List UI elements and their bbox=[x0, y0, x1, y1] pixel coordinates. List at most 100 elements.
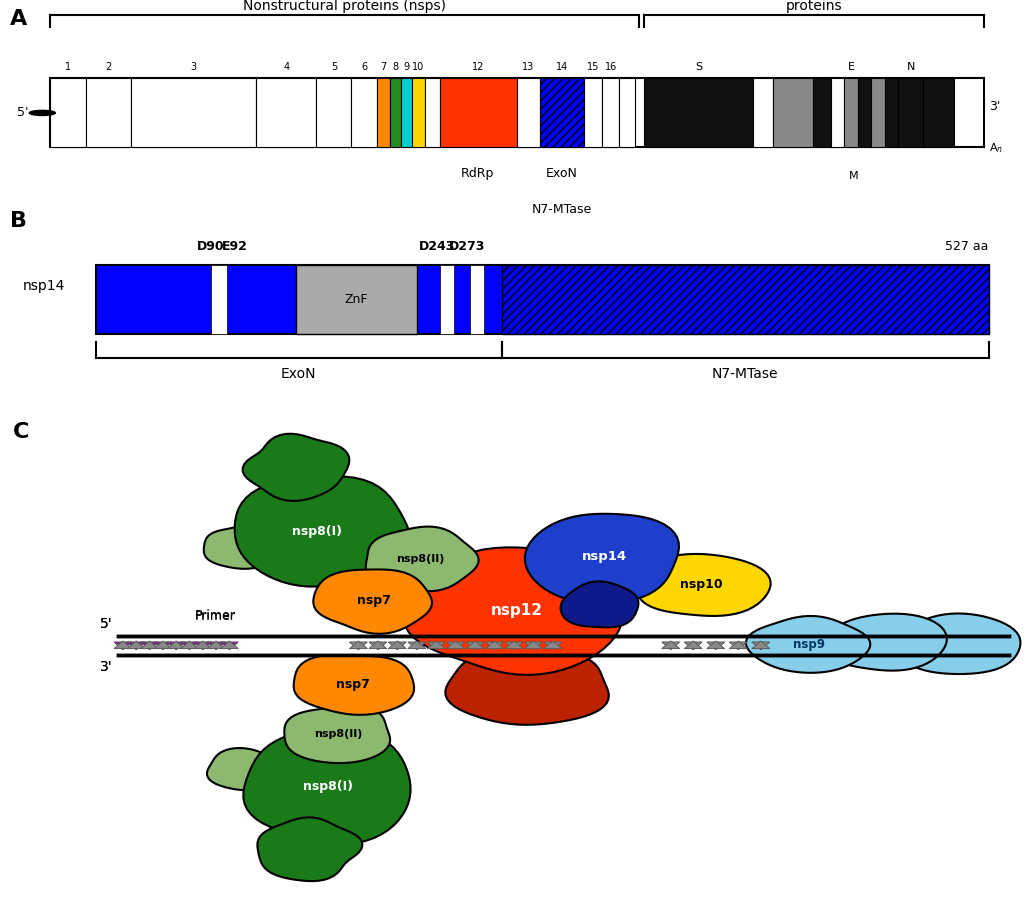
Bar bbox=[502, 265, 989, 334]
Text: D243: D243 bbox=[419, 240, 455, 253]
Text: A$_n$: A$_n$ bbox=[989, 142, 1002, 155]
Polygon shape bbox=[445, 650, 609, 725]
Text: 7: 7 bbox=[380, 62, 386, 73]
Bar bbox=[439, 265, 454, 334]
Bar bbox=[858, 78, 871, 147]
Text: 14: 14 bbox=[556, 62, 568, 73]
Bar bbox=[377, 78, 389, 147]
Polygon shape bbox=[746, 616, 870, 673]
Text: 12: 12 bbox=[472, 62, 484, 73]
Text: nsp7: nsp7 bbox=[336, 678, 371, 691]
Text: Primer: Primer bbox=[195, 610, 236, 623]
Polygon shape bbox=[525, 514, 679, 604]
Text: 9: 9 bbox=[403, 62, 410, 73]
Text: nsp9: nsp9 bbox=[793, 638, 825, 651]
Text: S: S bbox=[695, 62, 702, 73]
Text: nsp8(II): nsp8(II) bbox=[395, 554, 444, 564]
Text: ZnF: ZnF bbox=[345, 293, 369, 306]
Text: 5': 5' bbox=[16, 107, 29, 119]
Bar bbox=[773, 78, 813, 147]
Bar bbox=[50, 78, 984, 147]
Text: RdRp: RdRp bbox=[461, 167, 495, 180]
Polygon shape bbox=[313, 570, 432, 634]
Text: D273: D273 bbox=[449, 240, 485, 253]
Bar bbox=[602, 78, 620, 147]
Bar bbox=[400, 78, 412, 147]
Bar bbox=[585, 78, 602, 147]
Text: nsp14: nsp14 bbox=[23, 279, 65, 293]
Polygon shape bbox=[234, 476, 410, 586]
Text: 15: 15 bbox=[587, 62, 599, 73]
Text: N: N bbox=[906, 62, 915, 73]
Bar bbox=[425, 78, 439, 147]
Bar bbox=[886, 78, 898, 147]
Bar bbox=[470, 265, 484, 334]
Polygon shape bbox=[243, 434, 349, 501]
Text: 6: 6 bbox=[360, 62, 367, 73]
Polygon shape bbox=[824, 614, 947, 671]
Text: 5': 5' bbox=[100, 617, 113, 630]
Text: 13: 13 bbox=[522, 62, 535, 73]
Bar bbox=[924, 78, 953, 147]
Text: M: M bbox=[849, 171, 858, 181]
Polygon shape bbox=[204, 525, 282, 569]
Bar bbox=[389, 78, 400, 147]
Text: nsp8(II): nsp8(II) bbox=[313, 730, 362, 740]
Text: 3: 3 bbox=[190, 62, 197, 73]
Bar bbox=[844, 78, 858, 147]
Bar bbox=[412, 78, 425, 147]
Bar bbox=[85, 78, 131, 147]
Text: N7-MTase: N7-MTase bbox=[532, 203, 592, 216]
Polygon shape bbox=[403, 548, 624, 675]
Text: 16: 16 bbox=[605, 62, 617, 73]
Bar bbox=[296, 265, 417, 334]
Text: N7-MTase: N7-MTase bbox=[712, 368, 778, 381]
Text: Primer: Primer bbox=[195, 608, 236, 621]
Bar bbox=[620, 78, 636, 147]
Text: ExoN: ExoN bbox=[281, 368, 316, 381]
Text: D90: D90 bbox=[198, 240, 224, 253]
Polygon shape bbox=[637, 554, 771, 616]
Text: nsp10: nsp10 bbox=[680, 578, 723, 592]
Text: nsp8(I): nsp8(I) bbox=[303, 780, 352, 793]
Text: 10: 10 bbox=[412, 62, 424, 73]
Bar bbox=[871, 78, 886, 147]
Text: 8: 8 bbox=[392, 62, 398, 73]
Text: 527 aa: 527 aa bbox=[945, 240, 989, 253]
Bar bbox=[211, 265, 227, 334]
Bar bbox=[753, 78, 773, 147]
Bar bbox=[439, 78, 517, 147]
Text: Nonstructural proteins (nsps): Nonstructural proteins (nsps) bbox=[244, 0, 446, 13]
Text: 3': 3' bbox=[100, 660, 113, 674]
Bar bbox=[831, 78, 844, 147]
Polygon shape bbox=[294, 655, 414, 715]
Text: 5': 5' bbox=[100, 617, 113, 630]
Text: 3': 3' bbox=[989, 100, 1000, 113]
Text: ExoN: ExoN bbox=[546, 167, 579, 180]
Polygon shape bbox=[560, 582, 639, 628]
Polygon shape bbox=[207, 748, 281, 790]
Text: 2: 2 bbox=[104, 62, 112, 73]
Bar bbox=[898, 78, 924, 147]
Polygon shape bbox=[257, 817, 362, 881]
Text: E: E bbox=[848, 62, 855, 73]
Text: 1: 1 bbox=[65, 62, 71, 73]
Bar bbox=[131, 78, 256, 147]
Bar bbox=[540, 78, 585, 147]
Text: Structural and accessory
proteins: Structural and accessory proteins bbox=[728, 0, 900, 13]
Text: 4: 4 bbox=[284, 62, 289, 73]
Bar bbox=[644, 78, 753, 147]
Text: B: B bbox=[10, 211, 28, 232]
Polygon shape bbox=[897, 614, 1021, 674]
Bar bbox=[95, 265, 989, 334]
Circle shape bbox=[30, 110, 55, 116]
Text: A: A bbox=[10, 9, 28, 29]
Bar bbox=[316, 78, 351, 147]
Polygon shape bbox=[285, 706, 390, 763]
Bar bbox=[256, 78, 316, 147]
Text: nsp12: nsp12 bbox=[492, 603, 543, 618]
Polygon shape bbox=[366, 527, 478, 591]
Text: C: C bbox=[13, 422, 30, 442]
Text: 3': 3' bbox=[100, 660, 113, 674]
Bar bbox=[813, 78, 831, 147]
